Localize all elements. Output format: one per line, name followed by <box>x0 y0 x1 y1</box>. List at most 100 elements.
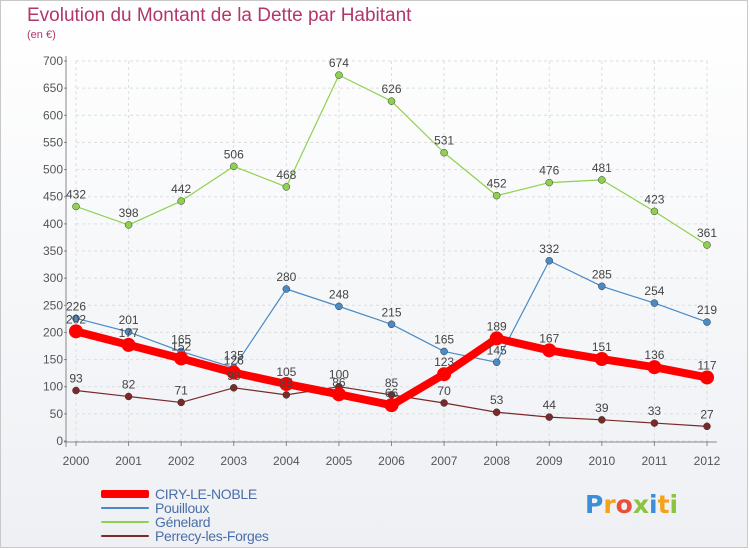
data-label-0: 66 <box>385 386 399 400</box>
y-tick-label: 200 <box>43 325 63 339</box>
data-point-3 <box>598 416 606 424</box>
legend-label-pouilloux: Pouilloux <box>155 500 210 516</box>
data-label-0: 202 <box>66 312 86 326</box>
x-tick-label: 2000 <box>63 454 90 468</box>
data-label-3: 70 <box>437 384 451 398</box>
data-label-3: 93 <box>69 372 83 386</box>
data-point-2 <box>492 191 501 200</box>
data-point-0 <box>594 352 609 367</box>
data-point-2 <box>72 202 80 211</box>
legend-swatch-genelard <box>101 521 149 523</box>
data-label-3: 53 <box>490 393 504 407</box>
y-tick-label: 650 <box>43 81 63 95</box>
y-tick-label: 250 <box>43 298 63 312</box>
x-tick-label: 2003 <box>220 454 247 468</box>
x-tick-label: 2011 <box>642 454 668 468</box>
data-label-2: 361 <box>697 226 717 240</box>
data-label-3: 100 <box>329 368 349 382</box>
x-tick-label: 2010 <box>588 454 615 468</box>
x-tick-label: 2005 <box>326 454 353 468</box>
legend-label-perrecy: Perrecy-les-Forges <box>155 528 269 544</box>
y-tick-label: 500 <box>43 163 63 177</box>
data-label-3: 39 <box>595 401 609 415</box>
data-label-3: 33 <box>648 404 662 418</box>
data-point-2 <box>598 176 606 184</box>
data-point-0 <box>69 324 83 339</box>
data-point-1 <box>598 282 606 291</box>
data-point-3 <box>492 408 501 416</box>
data-label-1: 285 <box>592 267 612 281</box>
data-point-0 <box>542 343 557 358</box>
data-point-0 <box>384 398 399 413</box>
data-point-0 <box>174 351 189 366</box>
data-point-2 <box>335 71 343 79</box>
legend-label-ciry: CIRY-LE-NOBLE <box>155 486 257 502</box>
x-tick-label: 2006 <box>378 454 405 468</box>
data-label-0: 126 <box>224 354 244 368</box>
data-label-3: 85 <box>280 376 294 390</box>
legend-swatch-ciry <box>101 490 149 498</box>
legend-item-genelard[interactable]: Génelard <box>101 514 269 530</box>
data-point-2 <box>703 241 711 249</box>
y-tick-label: 300 <box>43 271 63 285</box>
data-point-3 <box>177 398 185 407</box>
data-point-2 <box>230 162 238 171</box>
x-tick-label: 2009 <box>536 454 563 468</box>
data-point-0 <box>279 377 294 391</box>
data-label-1: 135 <box>224 349 244 363</box>
data-label-2: 442 <box>171 182 191 196</box>
x-tick-label: 2008 <box>483 454 510 468</box>
data-label-2: 476 <box>539 164 559 178</box>
data-point-3 <box>282 391 291 399</box>
y-tick-label: 700 <box>43 54 63 68</box>
x-tick-label: 2007 <box>431 454 458 468</box>
data-label-2: 398 <box>119 206 139 220</box>
y-tick-label: 0 <box>56 434 63 448</box>
data-label-1: 201 <box>119 313 139 327</box>
data-point-1 <box>492 358 501 367</box>
chart-title: Evolution du Montant de la Dette par Hab… <box>27 5 412 26</box>
data-label-2: 432 <box>66 187 86 201</box>
data-label-1: 219 <box>697 303 717 317</box>
data-point-3 <box>124 392 133 401</box>
data-point-1 <box>72 314 80 323</box>
data-point-3 <box>545 413 553 421</box>
data-label-0: 167 <box>539 331 559 345</box>
data-point-2 <box>440 148 448 157</box>
data-label-2: 423 <box>644 192 664 206</box>
data-label-2: 452 <box>487 177 507 191</box>
data-label-0: 151 <box>592 340 612 354</box>
data-label-0: 105 <box>276 365 296 379</box>
data-label-0: 177 <box>119 326 139 340</box>
data-label-0: 136 <box>644 348 664 362</box>
data-label-3: 44 <box>543 398 557 412</box>
data-label-0: 189 <box>487 319 507 333</box>
proxiti-logo: Proxiti <box>585 490 679 519</box>
legend-item-ciry[interactable]: CIRY-LE-NOBLE <box>101 486 269 502</box>
data-point-1 <box>387 320 396 329</box>
data-point-0 <box>647 360 662 375</box>
data-point-3 <box>703 422 711 431</box>
data-point-1 <box>124 328 133 336</box>
data-point-0 <box>121 337 136 352</box>
data-label-1: 165 <box>434 332 454 346</box>
chart-subtitle: (en €) <box>27 29 56 41</box>
data-point-0 <box>437 367 452 382</box>
x-tick-label: 2001 <box>115 454 142 468</box>
y-tick-label: 450 <box>43 190 63 204</box>
data-point-0 <box>331 387 346 402</box>
legend-swatch-pouilloux <box>101 507 149 509</box>
legend-item-perrecy[interactable]: Perrecy-les-Forges <box>101 528 269 544</box>
data-point-3 <box>72 386 80 395</box>
legend-item-pouilloux[interactable]: Pouilloux <box>101 500 269 516</box>
data-label-1: 248 <box>329 287 349 301</box>
data-label-0: 86 <box>332 375 346 389</box>
line-chart: 0 50 100 150 200 250 300 350 400 450 500 550 600 650 7… <box>43 54 721 468</box>
data-point-3 <box>650 419 659 427</box>
data-label-1: 280 <box>276 270 296 284</box>
data-label-2: 468 <box>276 168 296 182</box>
y-tick-label: 100 <box>43 380 63 394</box>
x-tick-label: 2012 <box>694 454 721 468</box>
data-label-1: 254 <box>644 284 664 298</box>
